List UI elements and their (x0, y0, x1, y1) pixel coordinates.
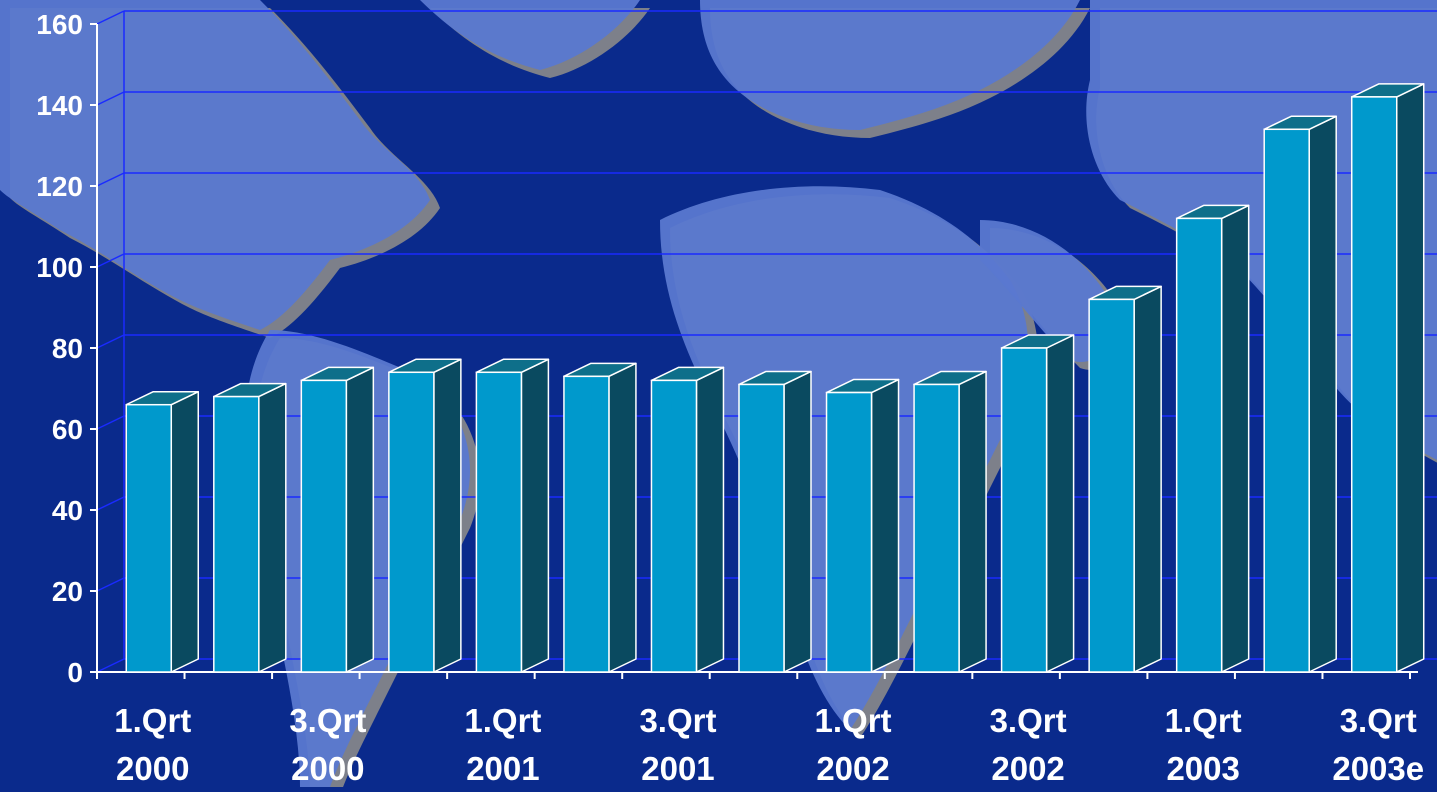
x-tick-label-quarter: 3.Qrt (1340, 702, 1417, 739)
x-tick-label-year: 2002 (816, 750, 889, 787)
x-tick-label: 3.Qrt 2002 (990, 702, 1067, 787)
x-tick-label: 1.Qrt 2003 (1165, 702, 1242, 787)
bars (125, 83, 1425, 673)
grid-diagonal (96, 253, 125, 268)
y-tick-label: 40 (52, 495, 83, 526)
bar-side-face (695, 366, 725, 673)
bar-12 (1175, 204, 1250, 673)
x-tick-label-year: 2001 (641, 750, 714, 787)
bar-side-face (1133, 285, 1162, 673)
grid-diagonal (96, 658, 125, 673)
bar-14 (1350, 83, 1425, 673)
bar-side-face (608, 362, 637, 673)
bar-side-face (1308, 115, 1337, 673)
bar-side-face (1220, 204, 1250, 673)
bar-8 (825, 378, 900, 673)
bar-1 (213, 382, 287, 673)
land-mass-1 (420, 0, 640, 70)
land-mass-3 (700, 0, 1080, 130)
bar-4 (475, 358, 550, 673)
bar-front-face (650, 379, 698, 673)
bar-side-face (520, 358, 550, 673)
x-tick-label: 3.Qrt 2000 (289, 702, 366, 787)
x-tick-label-year: 2003 (1166, 750, 1239, 787)
x-tick-label-year: 2003e (1332, 750, 1424, 787)
bar-front-face (1175, 217, 1223, 673)
grid-diagonal (96, 172, 125, 187)
x-tick-label-quarter: 1.Qrt (815, 702, 892, 739)
bar-side-face (433, 358, 462, 673)
bar-front-face (738, 383, 785, 673)
x-tick-label: 3.Qrt 2003e (1332, 702, 1424, 787)
grid-diagonal (96, 334, 125, 349)
y-tick-label: 160 (36, 9, 83, 40)
bar-11 (1088, 285, 1162, 673)
bar-7 (738, 370, 812, 673)
x-tick-label: 3.Qrt 2001 (639, 702, 716, 787)
grid-diagonal (96, 415, 125, 430)
bar-6 (650, 366, 725, 673)
y-tick-label: 60 (52, 414, 83, 445)
land-mass-5 (1086, 0, 1437, 460)
bar-front-face (913, 383, 960, 673)
x-tick-label-quarter: 3.Qrt (990, 702, 1067, 739)
bar-front-face (1088, 298, 1135, 673)
bar-5 (563, 362, 637, 673)
bar-side-face (783, 370, 812, 673)
grid-diagonal (96, 496, 125, 511)
bar-0 (125, 390, 200, 673)
bar-side-face (258, 382, 287, 673)
x-tick-label-quarter: 3.Qrt (289, 702, 366, 739)
bar-front-face (1263, 128, 1310, 673)
x-tick-label-year: 2000 (116, 750, 189, 787)
bar-front-face (125, 403, 173, 673)
bar-9 (913, 370, 987, 673)
x-tick-label-year: 2002 (991, 750, 1064, 787)
land-mass-6 (980, 220, 1113, 362)
bar-front-face (563, 375, 610, 673)
grid-diagonal (96, 577, 125, 592)
x-tick-label-quarter: 1.Qrt (114, 702, 191, 739)
bar-2 (300, 366, 375, 673)
bar-front-face (1350, 96, 1398, 673)
bar-side-face (1395, 83, 1425, 673)
y-tick-label: 0 (67, 657, 83, 688)
x-tick-label-quarter: 3.Qrt (639, 702, 716, 739)
land-mass-0 (0, 0, 430, 330)
bar-front-face (825, 391, 873, 673)
x-tick-label-quarter: 1.Qrt (1165, 702, 1242, 739)
bar-3 (388, 358, 462, 673)
bar-front-face (213, 395, 260, 673)
y-tick-label: 20 (52, 576, 83, 607)
y-tick-label: 140 (36, 90, 83, 121)
axis-labels: 1.Qrt20003.Qrt20001.Qrt20013.Qrt20011.Qr… (114, 702, 1424, 787)
grid-diagonal (96, 91, 125, 106)
bar-side-face (170, 390, 200, 673)
bar-front-face (1000, 347, 1048, 673)
bar-front-face (388, 371, 435, 673)
y-tick-label: 120 (36, 171, 83, 202)
x-tick-label: 1.Qrt 2000 (114, 702, 191, 787)
bar-side-face (345, 366, 375, 673)
x-tick-label-quarter: 1.Qrt (464, 702, 541, 739)
bar-front-face (475, 371, 523, 673)
x-tick-label-year: 2001 (466, 750, 539, 787)
bar-side-face (958, 370, 987, 673)
bar-10 (1000, 334, 1075, 673)
grid-diagonal (96, 10, 125, 25)
x-tick-label: 1.Qrt 2001 (464, 702, 541, 787)
bar-front-face (300, 379, 348, 673)
x-tick-label-year: 2000 (291, 750, 364, 787)
x-tick-label: 1.Qrt 2002 (815, 702, 892, 787)
bar-13 (1263, 115, 1337, 673)
bar-side-face (1045, 334, 1075, 673)
y-tick-label: 100 (36, 252, 83, 283)
bar-side-face (870, 378, 900, 673)
y-tick-label: 80 (52, 333, 83, 364)
